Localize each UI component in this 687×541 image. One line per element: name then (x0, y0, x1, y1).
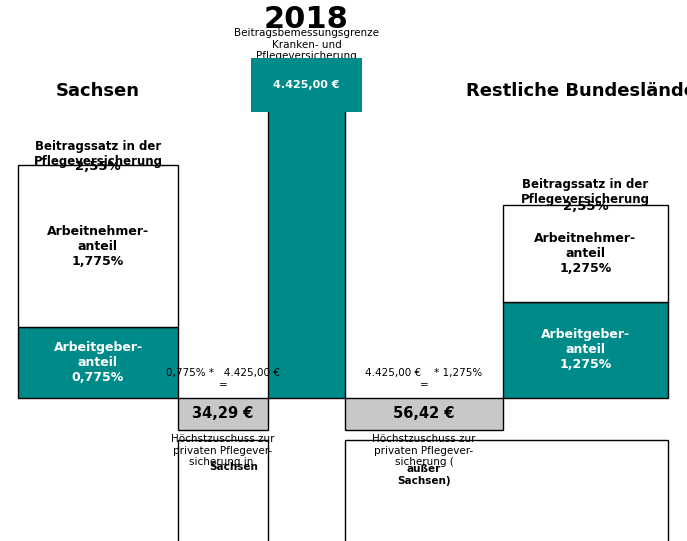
Text: Arbeitgeber-
anteil
1,275%: Arbeitgeber- anteil 1,275% (541, 328, 630, 371)
Text: 34,29 €: 34,29 € (192, 406, 254, 421)
Text: 2,55%: 2,55% (563, 200, 608, 213)
Text: Beitragssatz in der
Pflegeversicherung: Beitragssatz in der Pflegeversicherung (521, 178, 650, 206)
Bar (503, 301, 668, 398)
Text: Sachsen: Sachsen (56, 82, 140, 100)
Bar (178, 398, 268, 430)
Text: Beitragsbemessungsgrenze
Kranken- und
Pflegeversicherung: Beitragsbemessungsgrenze Kranken- und Pf… (234, 28, 379, 61)
Text: 4.425,00 €: 4.425,00 € (273, 80, 340, 90)
Bar (18, 327, 178, 398)
Text: Höchstzuschuss zur
privaten Pflegever-
sicherung in: Höchstzuschuss zur privaten Pflegever- s… (171, 434, 275, 467)
Text: Arbeitnehmer-
anteil
1,275%: Arbeitnehmer- anteil 1,275% (534, 232, 637, 275)
Text: Restliche Bundesländer: Restliche Bundesländer (466, 82, 687, 100)
Text: 56,42 €: 56,42 € (393, 406, 455, 421)
Text: Höchstzuschuss zur
privaten Pflegever-
sicherung (: Höchstzuschuss zur privaten Pflegever- s… (372, 434, 476, 467)
Text: =: = (218, 380, 227, 390)
Text: 4.425,00 €    * 1,275%: 4.425,00 € * 1,275% (365, 368, 483, 378)
Bar (268, 76, 345, 398)
Text: Arbeitnehmer-
anteil
1,775%: Arbeitnehmer- anteil 1,775% (47, 225, 149, 268)
Bar (345, 440, 668, 541)
Text: Beitragssatz in der
Pflegeversicherung: Beitragssatz in der Pflegeversicherung (34, 140, 163, 168)
Bar (503, 205, 668, 301)
Bar (18, 165, 178, 327)
Text: 2018: 2018 (264, 5, 349, 34)
Text: 2,55%: 2,55% (75, 160, 121, 173)
Bar (345, 398, 503, 430)
Text: 0,775% *   4.425,00 €: 0,775% * 4.425,00 € (166, 368, 280, 378)
Text: =: = (420, 380, 429, 390)
Text: Arbeitgeber-
anteil
0,775%: Arbeitgeber- anteil 0,775% (54, 341, 143, 384)
Text: außer
Sachsen): außer Sachsen) (397, 464, 451, 486)
Bar (178, 440, 268, 541)
Text: Sachsen: Sachsen (210, 462, 258, 472)
